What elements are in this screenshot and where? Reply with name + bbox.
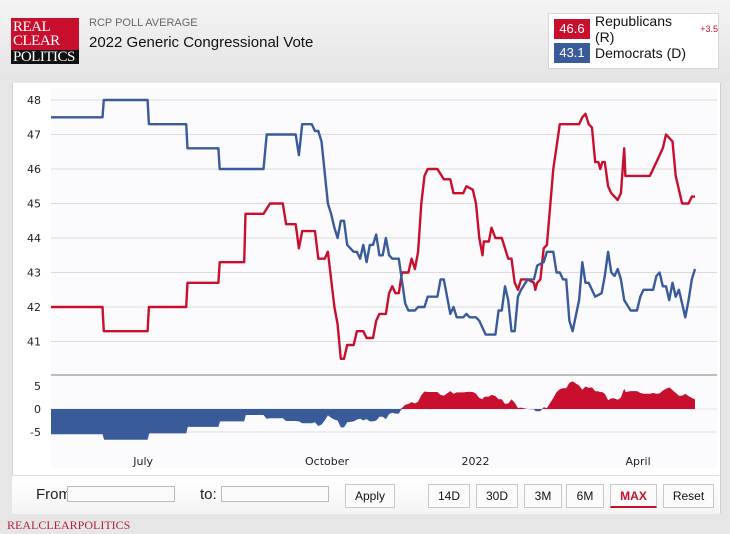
reset-button[interactable]: Reset [663,484,714,508]
spread-y-tick-label: 5 [34,380,41,393]
logo-line-1: REAL [13,19,51,35]
from-label: From: [36,486,76,503]
range-30d-button[interactable]: 30D [476,484,518,508]
spread-y-tick-label: 0 [34,403,41,416]
range-6m-button[interactable]: 6M [566,484,604,508]
to-date-input[interactable] [221,486,329,502]
date-controls: From: to: Apply 14D 30D 3M 6M MAX Reset [12,475,719,514]
from-date-input[interactable] [67,486,175,502]
logo-line-2: CLEAR [13,33,60,49]
legend-value-republicans: 46.6 [554,19,590,39]
to-label: to: [200,486,217,503]
republicans-line [51,112,695,360]
footer-brand[interactable]: REALCLEARPOLITICS [7,518,131,532]
y-tick-label: 45 [27,198,41,211]
legend-item-democrats: 43.1 Democrats (D) [554,43,686,63]
legend-value-democrats: 43.1 [554,43,590,63]
apply-button[interactable]: Apply [345,484,395,508]
chart-title: 2022 Generic Congressional Vote [89,34,314,51]
chart-svg: 41 42 43 44 45 46 47 48 5 0 -5 July October 2022 April [27,88,717,468]
x-tick-label: October [305,455,349,468]
header: REAL CLEAR POLITICS RCP POLL AVERAGE 202… [0,0,730,80]
x-tick-label: April [626,455,651,468]
legend-label-republicans: Republicans (R) [594,13,673,45]
x-tick-label: 2022 [461,455,489,468]
y-tick-label: 47 [27,129,41,142]
spread-y-tick-label: -5 [30,426,41,439]
y-tick-label: 41 [27,336,41,349]
chart-subtitle: RCP POLL AVERAGE [89,17,198,29]
y-tick-label: 46 [27,163,41,176]
y-tick-label: 43 [27,267,41,280]
rcp-logo[interactable]: REAL CLEAR POLITICS [11,18,79,65]
chart-panel: 41 42 43 44 45 46 47 48 5 0 -5 July October 2022 April [12,83,721,513]
republicans-spread-area [51,381,695,409]
legend: 46.6 Republicans (R) +3.5 43.1 Democrats… [548,13,719,69]
range-max-button[interactable]: MAX [610,484,657,508]
y-tick-label: 42 [27,301,41,314]
x-tick-label: July [132,455,153,468]
democrats-spread-area [51,409,695,440]
legend-item-republicans: 46.6 Republicans (R) +3.5 [554,13,718,45]
y-tick-label: 44 [27,232,41,245]
legend-label-democrats: Democrats (D) [595,45,687,61]
logo-line-3: POLITICS [11,50,79,65]
range-14d-button[interactable]: 14D [428,484,470,508]
legend-spread: +3.5 [700,24,718,34]
y-tick-label: 48 [27,94,41,107]
democrats-line [51,98,697,336]
range-3m-button[interactable]: 3M [524,484,562,508]
